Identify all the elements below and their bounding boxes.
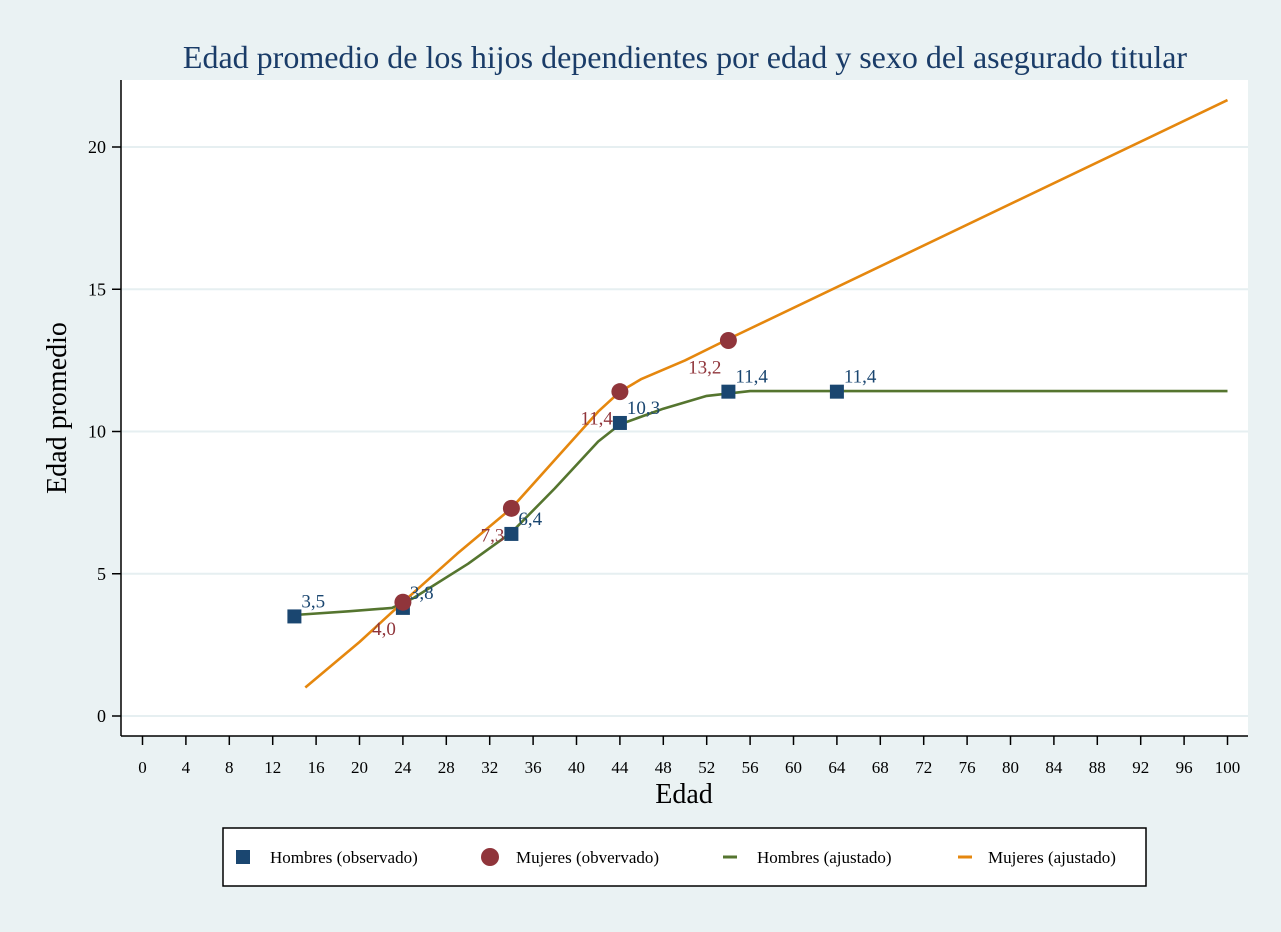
data-label-mujeres: 13,2	[688, 357, 721, 378]
data-label-mujeres: 11,4	[580, 409, 613, 430]
gridlines	[121, 146, 1248, 717]
data-label-hombres: 3,5	[301, 591, 325, 612]
data-label-hombres: 6,4	[518, 509, 542, 530]
x-tick-label: 72	[915, 758, 932, 777]
y-tick-label: 10	[88, 422, 106, 442]
legend-label-mujeres-observado: Mujeres (obvervado)	[516, 848, 659, 867]
x-tick-label: 80	[1002, 758, 1019, 777]
x-tick-label: 40	[568, 758, 585, 777]
point-hombres	[721, 384, 736, 399]
x-tick-label: 36	[525, 758, 542, 777]
x-tick-label: 28	[438, 758, 455, 777]
point-hombres	[504, 526, 519, 541]
x-tick-label: 60	[785, 758, 802, 777]
x-axis-title: Edad	[655, 779, 713, 810]
data-label-hombres: 11,4	[735, 367, 768, 388]
y-tick-label: 15	[88, 279, 106, 299]
x-tick-label: 76	[959, 758, 976, 777]
x-tick-label: 0	[138, 758, 147, 777]
y-tick-label: 5	[97, 564, 106, 584]
point-mujeres	[611, 383, 629, 401]
x-tick-label: 20	[351, 758, 368, 777]
data-label-hombres: 11,4	[844, 367, 877, 388]
x-tick-label: 24	[394, 758, 412, 777]
data-labels: 3,5 3,8 6,4 10,3 11,4 11,4 4,0 7,3 11,4 13,2	[301, 357, 877, 640]
plot-area	[121, 80, 1248, 736]
x-tick-label: 8	[225, 758, 234, 777]
x-tick-label: 100	[1215, 758, 1241, 777]
legend-label-mujeres-ajustado: Mujeres (ajustado)	[988, 848, 1116, 867]
legend-label-hombres-ajustado: Hombres (ajustado)	[757, 848, 892, 867]
legend-marker-hombres-observado	[236, 850, 250, 864]
x-tick-label: 96	[1176, 758, 1193, 777]
point-hombres	[829, 384, 844, 399]
x-tick-label: 84	[1045, 758, 1063, 777]
series-layer	[287, 98, 1229, 689]
data-label-mujeres: 7,3	[481, 525, 505, 546]
fit-line-mujeres	[304, 98, 1229, 689]
chart-title: Edad promedio de los hijos dependientes …	[183, 39, 1188, 75]
y-tick-label: 20	[88, 137, 106, 157]
y-tick-label: 0	[97, 706, 106, 726]
x-tick-label: 52	[698, 758, 715, 777]
data-label-mujeres: 4,0	[372, 619, 396, 640]
x-tick-label: 48	[655, 758, 672, 777]
point-mujeres	[394, 593, 412, 611]
x-tick-label: 32	[481, 758, 498, 777]
x-tick-label: 44	[611, 758, 629, 777]
y-axis-title: Edad promedio	[42, 322, 73, 494]
x-tick-label: 12	[264, 758, 281, 777]
data-label-hombres: 10,3	[627, 398, 660, 419]
x-tick-label: 92	[1132, 758, 1149, 777]
legend-label-hombres-observado: Hombres (observado)	[270, 848, 418, 867]
x-tick-label: 88	[1089, 758, 1106, 777]
point-mujeres	[502, 499, 520, 517]
x-tick-label: 16	[308, 758, 325, 777]
x-tick-label: 56	[742, 758, 759, 777]
x-tick-label: 68	[872, 758, 889, 777]
legend-marker-mujeres-observado	[481, 848, 499, 866]
point-hombres	[612, 415, 627, 430]
point-hombres	[287, 609, 302, 624]
data-label-hombres: 3,8	[410, 583, 434, 604]
x-tick-label: 4	[182, 758, 191, 777]
legend-box	[222, 827, 1147, 887]
legend: Hombres (observado) Mujeres (obvervado) …	[222, 827, 1147, 887]
point-mujeres	[719, 331, 737, 349]
x-tick-label: 64	[828, 758, 846, 777]
